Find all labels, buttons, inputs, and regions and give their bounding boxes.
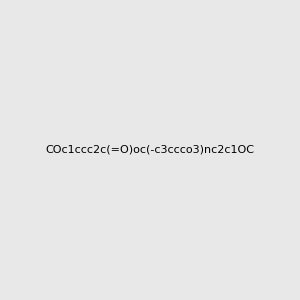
Text: COc1ccc2c(=O)oc(-c3ccco3)nc2c1OC: COc1ccc2c(=O)oc(-c3ccco3)nc2c1OC bbox=[46, 145, 254, 155]
